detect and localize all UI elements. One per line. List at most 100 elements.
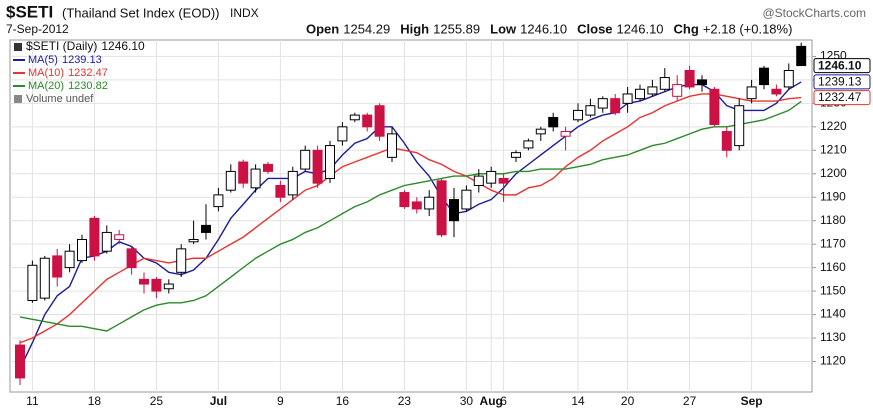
candle-body [238,161,249,184]
y-tick-label: 1120 [820,354,846,368]
legend-entry: MA(10) [28,67,64,79]
candles [15,42,807,385]
y-tick-label: 1160 [820,260,846,274]
legend-entry: $SETI (Daily) [26,39,97,53]
candle-body [473,175,484,186]
candle-body [672,84,683,97]
y-tick-label: 1210 [820,142,847,156]
x-tick-label: 23 [398,394,412,408]
candle-body [721,131,732,151]
x-tick-label: 16 [336,394,350,408]
axis-tag [813,58,871,74]
candle-body [387,133,397,158]
candle-body [213,194,224,208]
candle-body [312,149,323,184]
quote-value: 1255.89 [433,21,480,36]
quote-label: High [400,21,429,36]
quote-label: Low [490,21,517,36]
y-tick-label: 1190 [820,189,846,203]
candle-body [511,152,521,158]
quote-label: Close [577,21,612,36]
candle-body [362,114,373,128]
candle-body [709,88,720,125]
date: 7-Sep-2012 [6,22,69,36]
quote-label: Open [306,21,339,36]
candle-body [52,255,63,278]
candle-body [535,128,546,135]
x-tick-label: 9 [277,394,284,408]
axis-tag [813,90,871,106]
y-tick-label: 1170 [820,236,846,250]
y-tick-label: 1140 [820,307,846,321]
grid [10,40,812,392]
candle-body [139,278,149,285]
quote-value: 1246.10 [617,21,664,36]
candle-body [27,264,38,301]
candle-body [684,70,695,88]
candle-body [424,196,435,210]
candle-body [560,131,571,137]
x-tick-label: 30 [460,394,474,408]
candle-body [188,238,199,243]
x-tick-label: 11 [26,394,39,408]
candle-body [225,170,236,191]
y-tick-label: 1150 [820,283,846,297]
candle-body [89,217,100,257]
candle-body [585,105,596,116]
x-tick-label: 6 [500,394,507,408]
candle-body [163,283,174,290]
candle-body [250,168,261,189]
x-tick-label: Sep [741,394,763,408]
x-tick-label: Aug [480,394,503,408]
candle-body [126,248,137,269]
candle-body [659,77,670,90]
candle-body [486,170,497,184]
candle-body [436,180,447,236]
legend-swatch [14,95,22,103]
candle-body [300,149,311,170]
candle-body [610,98,621,114]
ma-line [19,100,802,332]
x-tick-label: Jul [210,394,227,408]
watermark: @StockCharts.com [762,6,866,20]
candle-body [622,93,633,104]
legend-value: 1239.13 [62,54,102,66]
ma-lines [19,81,802,369]
candle-body [64,250,75,269]
candle-body [771,88,782,95]
legend-value: 1230.82 [68,80,108,92]
candle-body [746,86,757,100]
axis-tag-label: 1232.47 [818,90,862,104]
exchange: INDX [230,6,259,20]
axis: 1120113011401150116011701180119012001210… [26,49,871,408]
candle-body [374,105,385,137]
candle-body [275,184,286,198]
candle-body [151,278,162,292]
quote: Open 1254.29 High 1255.89 Low 1246.10 Close 124… [306,21,792,36]
candle-body [411,201,422,210]
y-tick-label: 1200 [820,166,847,180]
candle-body [77,238,87,262]
candle-body [697,79,707,86]
candle-body [101,231,112,252]
candle-body [597,98,608,109]
chart-title: $SETI [6,2,53,21]
ma-line [19,81,802,369]
candle-body [783,70,794,88]
candle-body [635,88,645,100]
candle-body [573,109,583,121]
candle-body [449,199,459,222]
quote-label: Chg [674,21,699,36]
candle-body [201,224,211,233]
ma-line [19,93,802,344]
legend-swatch [14,43,22,51]
candle-body [349,114,360,121]
candle-body [325,145,335,179]
axis-tag-label: 1246.10 [818,58,862,72]
candle-body [647,86,658,95]
plot-frame [9,39,813,393]
candle-body [263,163,273,172]
candle-body [548,116,559,128]
